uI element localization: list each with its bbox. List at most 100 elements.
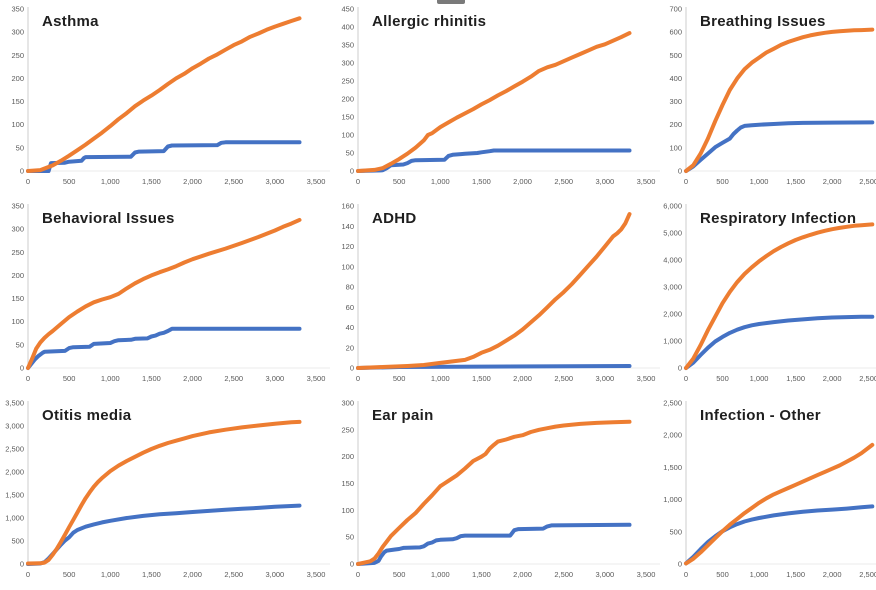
series-line-blue bbox=[26, 326, 302, 370]
y-tick-label: 400 bbox=[669, 74, 682, 83]
chart-ear-pain: 0 50 100 150 200 250 300 0 500 1,000 1,500 2,000 2,5… bbox=[330, 394, 660, 590]
x-tick-label: 500 bbox=[393, 177, 406, 186]
y-tick-label: 300 bbox=[341, 59, 354, 68]
x-tick-label: 1,000 bbox=[101, 177, 120, 186]
chart-title: Otitis media bbox=[42, 407, 132, 424]
y-tick-label: 500 bbox=[669, 527, 682, 536]
y-tick-label: 1,500 bbox=[663, 463, 682, 472]
x-tick-label: 500 bbox=[393, 570, 406, 579]
x-tick-label: 1,000 bbox=[750, 570, 769, 579]
series-line-orange bbox=[356, 419, 632, 566]
x-tick-label: 0 bbox=[26, 177, 30, 186]
x-tick-label: 2,000 bbox=[513, 177, 532, 186]
y-tick-label: 50 bbox=[16, 340, 24, 349]
x-tick-label: 0 bbox=[356, 570, 360, 579]
y-tick-label: 250 bbox=[341, 77, 354, 86]
y-tick-label: 6,000 bbox=[663, 202, 682, 211]
x-tick-label: 2,000 bbox=[823, 177, 842, 186]
x-tick-label: 1,500 bbox=[142, 177, 161, 186]
series-line-orange bbox=[684, 222, 875, 370]
x-tick-label: 2,000 bbox=[183, 570, 202, 579]
y-tick-label: 200 bbox=[341, 95, 354, 104]
series-line-orange bbox=[356, 212, 632, 370]
chart-adhd: 0 20 40 60 80 100 120 140 160 0 500 1,000 1,500 2,000… bbox=[330, 197, 660, 394]
y-tick-label: 0 bbox=[20, 364, 24, 373]
chart-allergic-rhinitis: 0 50 100 150 200 250 300 350 400 450 0 500 1,000 1,50… bbox=[330, 0, 660, 197]
x-tick-label: 500 bbox=[63, 570, 76, 579]
chart-respiratory-infection: 0 1,000 2,000 3,000 4,000 5,000 6,000 0 500 1,000… bbox=[660, 197, 876, 394]
cropped-ui-fragment bbox=[437, 0, 465, 4]
x-tick-label: 3,500 bbox=[307, 374, 326, 383]
y-tick-label: 250 bbox=[11, 51, 24, 60]
y-tick-label: 1,000 bbox=[663, 495, 682, 504]
chart-title: Asthma bbox=[42, 13, 99, 30]
x-tick-label: 1,000 bbox=[431, 177, 450, 186]
x-tick-label: 500 bbox=[716, 177, 729, 186]
x-tick-label: 500 bbox=[716, 570, 729, 579]
x-tick-label: 500 bbox=[393, 374, 406, 383]
x-tick-label: 3,000 bbox=[265, 177, 284, 186]
y-tick-label: 2,500 bbox=[5, 445, 24, 454]
chart-canvas: 0 20 40 60 80 100 120 140 160 0 500 1,000 1,500 2,000… bbox=[341, 202, 660, 383]
y-tick-label: 100 bbox=[341, 506, 354, 515]
x-tick-label: 500 bbox=[716, 374, 729, 383]
y-tick-label: 200 bbox=[11, 271, 24, 280]
y-tick-label: 40 bbox=[346, 323, 354, 332]
y-tick-label: 60 bbox=[346, 303, 354, 312]
chart-canvas: 0 50 100 150 200 250 300 350 400 450 0 500 1,000 1,50… bbox=[341, 5, 660, 186]
y-tick-label: 700 bbox=[669, 5, 682, 14]
y-tick-label: 150 bbox=[11, 97, 24, 106]
series-line-orange bbox=[26, 16, 302, 173]
x-tick-label: 2,500 bbox=[859, 570, 876, 579]
x-tick-label: 2,500 bbox=[554, 177, 573, 186]
x-tick-label: 3,500 bbox=[307, 177, 326, 186]
x-tick-label: 0 bbox=[684, 374, 688, 383]
y-tick-label: 140 bbox=[341, 222, 354, 231]
y-tick-label: 2,500 bbox=[663, 399, 682, 408]
y-tick-label: 100 bbox=[11, 120, 24, 129]
chart-canvas: 0 1,000 2,000 3,000 4,000 5,000 6,000 0 500 1,000… bbox=[663, 202, 876, 383]
y-tick-label: 100 bbox=[669, 143, 682, 152]
y-tick-label: 100 bbox=[341, 131, 354, 140]
x-tick-label: 1,500 bbox=[472, 177, 491, 186]
x-tick-label: 1,000 bbox=[101, 570, 120, 579]
x-tick-label: 1,500 bbox=[786, 177, 805, 186]
x-tick-label: 1,000 bbox=[750, 374, 769, 383]
y-tick-label: 4,000 bbox=[663, 256, 682, 265]
y-tick-label: 1,000 bbox=[5, 514, 24, 523]
x-tick-label: 2,500 bbox=[224, 570, 243, 579]
y-tick-label: 2,000 bbox=[5, 468, 24, 477]
series-line-blue bbox=[26, 503, 302, 566]
x-tick-label: 2,500 bbox=[554, 374, 573, 383]
x-tick-label: 1,000 bbox=[431, 570, 450, 579]
y-tick-label: 0 bbox=[678, 364, 682, 373]
y-tick-label: 50 bbox=[346, 533, 354, 542]
x-tick-label: 2,000 bbox=[513, 570, 532, 579]
y-tick-label: 0 bbox=[350, 364, 354, 373]
x-tick-label: 0 bbox=[684, 570, 688, 579]
y-tick-label: 250 bbox=[11, 248, 24, 257]
chart-title: ADHD bbox=[372, 210, 417, 227]
x-tick-label: 3,000 bbox=[265, 374, 284, 383]
y-tick-label: 2,000 bbox=[663, 310, 682, 319]
x-tick-label: 2,000 bbox=[183, 374, 202, 383]
y-tick-label: 0 bbox=[20, 560, 24, 569]
series-line-blue bbox=[26, 140, 302, 173]
y-tick-label: 350 bbox=[11, 5, 24, 14]
chart-title: Allergic rhinitis bbox=[372, 13, 486, 30]
series-line-orange bbox=[684, 442, 875, 566]
x-tick-label: 1,500 bbox=[786, 374, 805, 383]
x-tick-label: 1,500 bbox=[142, 374, 161, 383]
y-tick-label: 100 bbox=[341, 262, 354, 271]
chart-title: Behavioral Issues bbox=[42, 210, 175, 227]
y-tick-label: 150 bbox=[11, 294, 24, 303]
chart-canvas: 0 500 1,000 1,500 2,000 2,500 0 500 1,000 1,500 2,… bbox=[663, 399, 876, 579]
y-tick-label: 160 bbox=[341, 202, 354, 211]
series-line-blue bbox=[684, 504, 875, 566]
series-line-orange bbox=[26, 217, 302, 370]
x-tick-label: 2,500 bbox=[224, 374, 243, 383]
y-tick-label: 0 bbox=[350, 167, 354, 176]
series-line-blue bbox=[684, 120, 875, 173]
y-tick-label: 150 bbox=[341, 113, 354, 122]
